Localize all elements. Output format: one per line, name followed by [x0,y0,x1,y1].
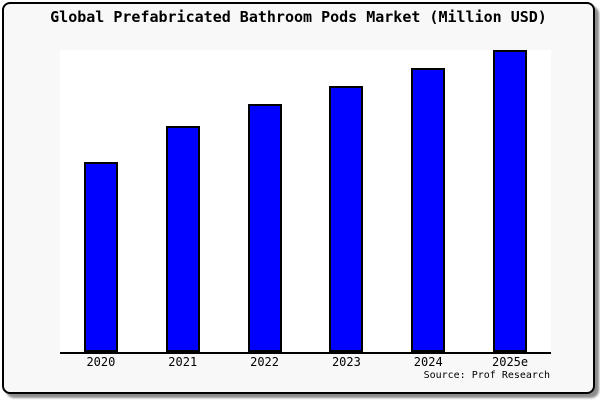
bar-2020 [83,161,118,352]
x-tick-label-2020: 2020 [86,355,116,369]
chart-card: Global Prefabricated Bathroom Pods Marke… [2,2,595,394]
bar-2021 [165,125,200,352]
plot-area [60,50,551,354]
x-tick-label-2024: 2024 [413,355,443,369]
bar-2023 [329,86,364,352]
bar-2022 [247,104,282,352]
x-tick-label-2022: 2022 [250,355,280,369]
source-credit: Source: Prof Research [423,370,550,381]
x-tick-label-2023: 2023 [331,355,361,369]
bar-2025e [493,50,528,352]
x-tick-label-2025e: 2025e [492,355,529,369]
bar-2024 [411,68,446,352]
x-tick-label-2021: 2021 [168,355,198,369]
x-axis-labels: 2020 2021 2022 2023 2024 2025e [60,355,551,371]
bars-container [60,50,551,352]
chart-title: Global Prefabricated Bathroom Pods Marke… [50,8,547,26]
